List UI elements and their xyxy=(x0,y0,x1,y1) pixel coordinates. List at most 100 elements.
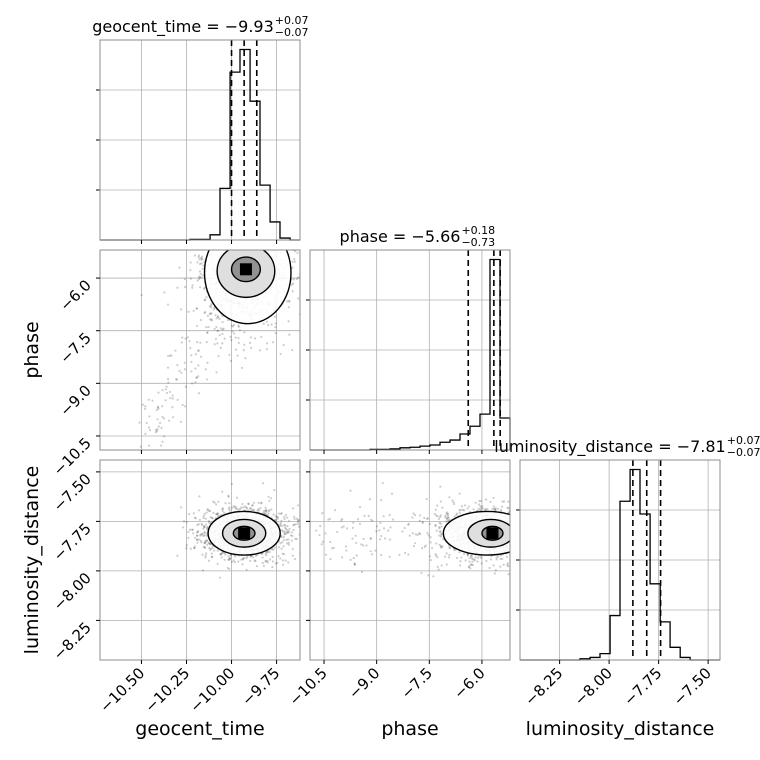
panel-title-upper: +0.18 xyxy=(461,224,495,237)
sample-point xyxy=(222,237,224,239)
sample-point xyxy=(168,419,171,422)
sample-point xyxy=(388,538,392,541)
sample-point xyxy=(228,233,230,235)
sample-point xyxy=(438,530,441,533)
sample-point xyxy=(199,341,202,344)
sample-point xyxy=(291,282,295,285)
sample-point xyxy=(528,499,530,501)
y-tick-label: −8.00 xyxy=(50,569,95,614)
sample-point xyxy=(471,560,474,563)
density-peak xyxy=(238,527,251,540)
sample-point xyxy=(284,222,286,224)
sample-point xyxy=(214,314,217,317)
sample-point xyxy=(432,575,435,578)
sample-point xyxy=(249,507,252,510)
sample-point xyxy=(454,549,457,552)
sample-point xyxy=(234,555,237,558)
sample-point xyxy=(434,553,437,556)
sample-point xyxy=(229,221,231,223)
sample-point xyxy=(282,535,286,539)
sample-point xyxy=(527,515,529,517)
sample-point xyxy=(287,538,290,541)
sample-point xyxy=(531,532,533,534)
sample-point xyxy=(223,337,226,340)
sample-point xyxy=(283,524,286,527)
density-layer xyxy=(176,482,300,579)
sample-point xyxy=(189,277,192,280)
sample-point xyxy=(306,210,308,212)
sample-point xyxy=(161,405,164,408)
sample-point xyxy=(517,548,519,550)
sample-point xyxy=(243,331,246,334)
sample-point xyxy=(164,399,167,402)
sample-point xyxy=(445,520,448,523)
sample-point xyxy=(238,246,240,248)
sample-point xyxy=(287,531,290,534)
sample-point xyxy=(516,507,518,509)
sample-point xyxy=(568,535,570,537)
sample-point xyxy=(439,500,442,503)
sample-point xyxy=(271,237,273,239)
sample-point xyxy=(514,541,516,543)
sample-point xyxy=(479,555,482,558)
sample-point xyxy=(230,482,233,485)
sample-point xyxy=(197,229,199,231)
sample-point xyxy=(514,536,516,538)
sample-point xyxy=(318,533,321,537)
sample-point xyxy=(234,348,237,351)
sample-point xyxy=(240,222,242,224)
sample-point xyxy=(233,332,236,335)
sample-point xyxy=(203,541,206,544)
sample-point xyxy=(208,547,211,550)
sample-point xyxy=(221,507,224,511)
sample-point xyxy=(411,532,414,535)
sample-point xyxy=(156,405,159,408)
sample-point xyxy=(144,405,147,408)
sample-point xyxy=(257,509,261,512)
sample-point xyxy=(203,299,206,302)
sample-point xyxy=(390,492,394,495)
sample-point xyxy=(412,545,416,548)
sample-point xyxy=(219,241,221,243)
sample-point xyxy=(434,508,437,511)
sample-point xyxy=(203,512,206,516)
sample-point xyxy=(214,337,218,340)
sample-point xyxy=(444,514,447,517)
sample-point xyxy=(515,500,517,502)
sample-point xyxy=(548,546,550,548)
sample-point xyxy=(203,298,207,301)
sample-point xyxy=(277,512,281,515)
sample-point xyxy=(241,229,243,231)
sample-point xyxy=(195,376,198,379)
sample-point xyxy=(381,481,384,485)
sample-point xyxy=(229,554,232,557)
sample-point xyxy=(234,232,236,234)
x-tick-label: −6.0 xyxy=(450,664,488,702)
sample-point xyxy=(251,241,253,243)
sample-point xyxy=(521,544,523,546)
sample-point xyxy=(229,335,232,338)
sample-point xyxy=(203,542,206,545)
sample-point xyxy=(292,523,295,527)
sample-point xyxy=(279,243,281,245)
sample-point xyxy=(291,290,294,293)
sample-point xyxy=(253,225,255,227)
sample-point xyxy=(265,510,268,514)
sample-point xyxy=(270,497,273,500)
sample-point xyxy=(494,569,497,572)
sample-point xyxy=(533,505,535,507)
sample-point xyxy=(543,534,545,536)
sample-point xyxy=(271,555,274,558)
sample-point xyxy=(216,329,219,332)
sample-point xyxy=(267,247,269,249)
sample-point xyxy=(260,335,263,339)
sample-point xyxy=(534,514,536,516)
sample-point xyxy=(499,554,502,557)
sample-point xyxy=(536,542,538,544)
sample-point xyxy=(514,538,516,540)
sample-point xyxy=(437,568,440,571)
sample-point xyxy=(492,505,495,508)
sample-point xyxy=(525,535,527,537)
sample-point xyxy=(295,277,299,281)
sample-point xyxy=(440,525,443,528)
